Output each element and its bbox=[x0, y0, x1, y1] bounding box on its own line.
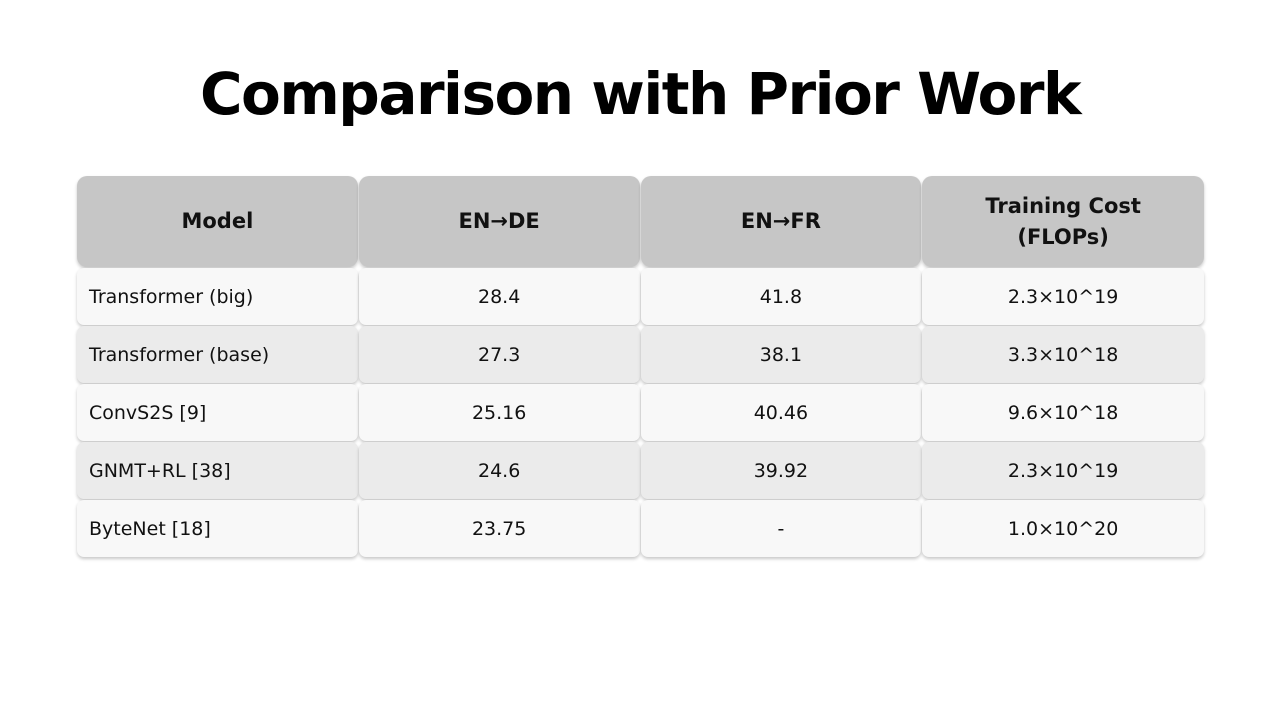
cell-en-de: 24.6 bbox=[358, 442, 640, 499]
table-row: Transformer (base) 27.3 38.1 3.3×10^18 bbox=[77, 326, 1205, 383]
cell-training-cost: 1.0×10^20 bbox=[922, 500, 1205, 557]
slide-title: Comparison with Prior Work bbox=[199, 60, 1082, 128]
cell-en-fr: 41.8 bbox=[640, 268, 922, 325]
header-cell-en-de: EN→DE bbox=[358, 176, 640, 267]
cell-en-de: 27.3 bbox=[358, 326, 640, 383]
cell-training-cost: 2.3×10^19 bbox=[922, 442, 1205, 499]
comparison-table: Model EN→DE EN→FR Training Cost (FLOPs) … bbox=[77, 176, 1205, 558]
cell-model: Transformer (big) bbox=[77, 268, 358, 325]
header-cell-training-cost: Training Cost (FLOPs) bbox=[922, 176, 1204, 267]
table-row: GNMT+RL [38] 24.6 39.92 2.3×10^19 bbox=[77, 442, 1205, 499]
cell-model: Transformer (base) bbox=[77, 326, 358, 383]
cell-training-cost: 2.3×10^19 bbox=[922, 268, 1205, 325]
cell-en-de: 25.16 bbox=[358, 384, 640, 441]
cell-en-fr: - bbox=[640, 500, 922, 557]
table-row: ByteNet [18] 23.75 - 1.0×10^20 bbox=[77, 500, 1205, 557]
cell-en-de: 28.4 bbox=[358, 268, 640, 325]
cell-en-fr: 39.92 bbox=[640, 442, 922, 499]
table-header-row: Model EN→DE EN→FR Training Cost (FLOPs) bbox=[77, 176, 1204, 267]
header-cell-model: Model bbox=[77, 176, 358, 267]
cell-model: ByteNet [18] bbox=[77, 500, 358, 557]
table-row: ConvS2S [9] 25.16 40.46 9.6×10^18 bbox=[77, 384, 1205, 441]
cell-en-de: 23.75 bbox=[358, 500, 640, 557]
cell-training-cost: 3.3×10^18 bbox=[922, 326, 1205, 383]
cell-model: ConvS2S [9] bbox=[77, 384, 358, 441]
header-cell-en-fr: EN→FR bbox=[640, 176, 922, 267]
cell-en-fr: 40.46 bbox=[640, 384, 922, 441]
cell-model: GNMT+RL [38] bbox=[77, 442, 358, 499]
cell-en-fr: 38.1 bbox=[640, 326, 922, 383]
cell-training-cost: 9.6×10^18 bbox=[922, 384, 1205, 441]
table-row: Transformer (big) 28.4 41.8 2.3×10^19 bbox=[77, 268, 1205, 325]
